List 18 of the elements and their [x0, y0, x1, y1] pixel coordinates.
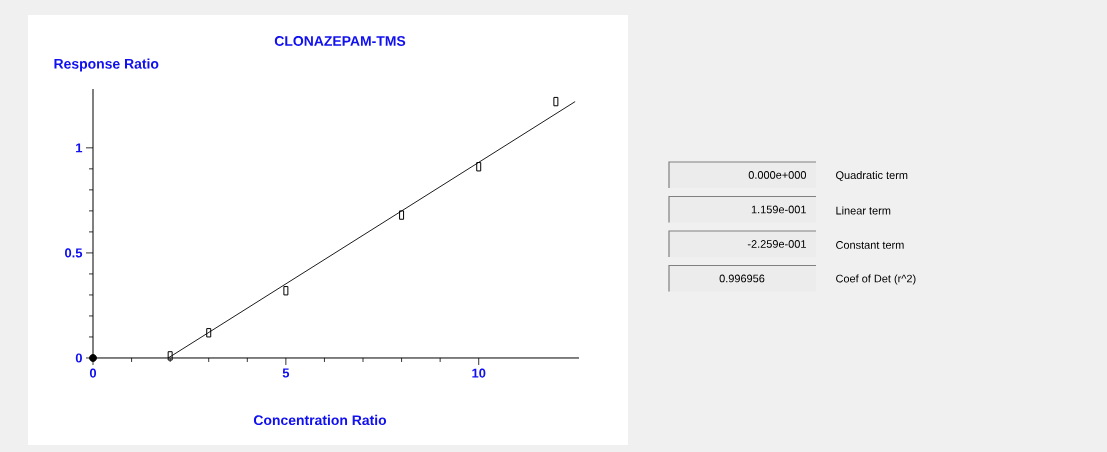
text: 1.159e-001 — [751, 205, 806, 214]
text: Quadratic term — [836, 170, 908, 181]
text: 0.996956 — [719, 274, 765, 283]
text: Linear term — [836, 206, 891, 215]
text: 0.000e+000 — [748, 171, 807, 179]
text: Constant term — [836, 241, 904, 249]
text: -2.259e-001 — [747, 240, 806, 248]
y-tick-label: 1 — [76, 143, 83, 153]
y-tick-label: 0.5 — [65, 248, 83, 258]
point — [89, 354, 97, 362]
chart-title: CLONAZEPAM-TMS — [274, 36, 406, 46]
x-axis-title: Concentration Ratio — [253, 414, 387, 426]
x-tick-label: 5 — [282, 368, 290, 378]
y-axis-title: Response Ratio — [54, 58, 159, 72]
x-tick-label: 10 — [472, 368, 486, 378]
x-tick-label: 0 — [89, 368, 97, 378]
text: Coef of Det (r^2) — [836, 274, 916, 285]
y-tick-label: 0 — [75, 353, 82, 363]
